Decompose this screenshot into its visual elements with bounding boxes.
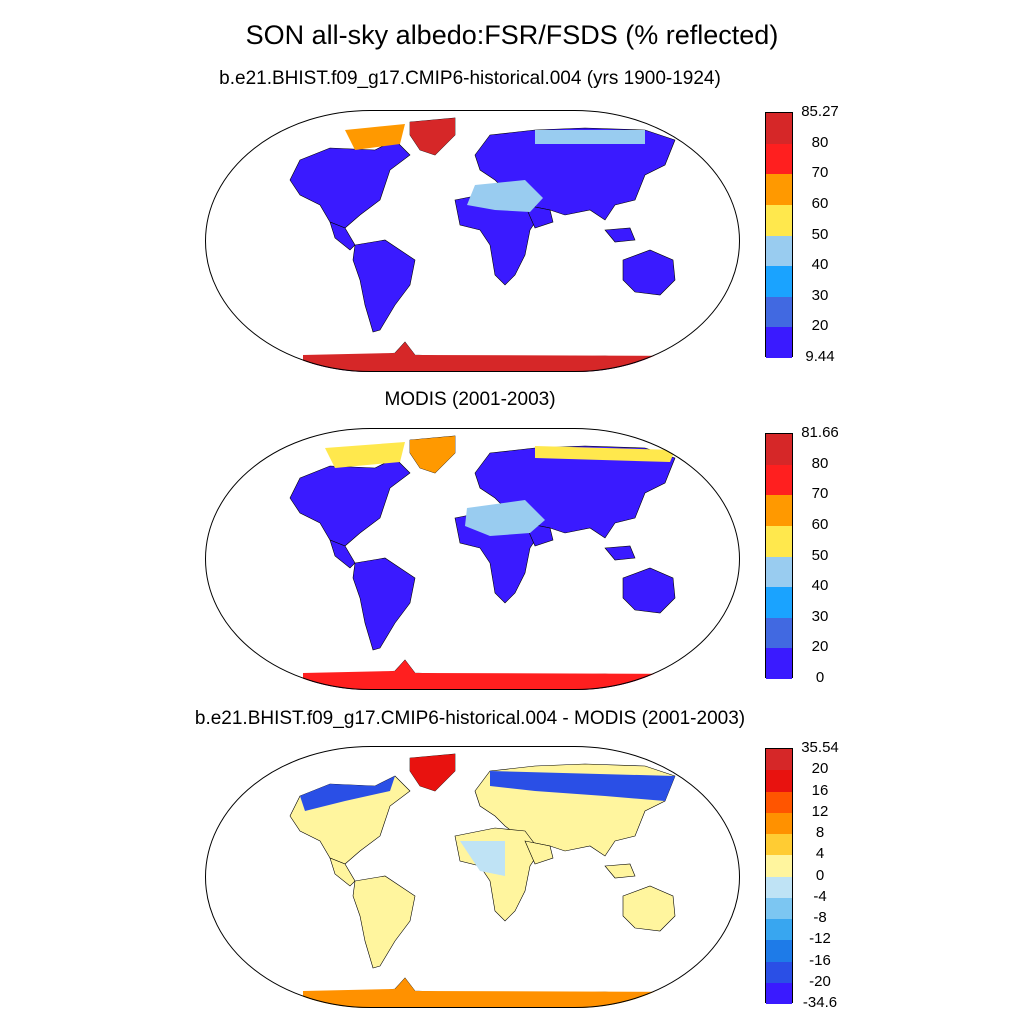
colorbar-segment [766,587,792,618]
colorbar-segment [766,235,792,267]
panel3-colorbar [765,748,793,1004]
colorbar-tick-label: 70 [811,485,829,503]
map-outline [205,746,740,1008]
panel3-subtitle: b.e21.BHIST.f09_g17.CMIP6-historical.004… [194,708,746,729]
siberia-region [535,130,645,144]
colorbar-segment [766,648,792,679]
colorbar-segment [766,464,792,496]
colorbar-segment [766,556,792,588]
colorbar-segment [766,327,792,358]
colorbar-tick-label: 0 [815,669,825,686]
colorbar-segment [766,791,792,813]
colorbar-tick-label: 70 [811,164,829,182]
panel2-map [205,428,740,690]
colorbar-segment [766,495,792,526]
colorbar-tick-label: -20 [809,972,831,990]
colorbar-segment [766,434,792,465]
siberia-region [535,446,675,462]
colorbar-segment [766,961,792,983]
greenland [410,118,455,155]
colorbar-tick-label: 16 [811,781,829,799]
colorbar-segment [766,749,792,771]
colorbar-segment [766,940,792,962]
colorbar-tick-label: 80 [811,133,829,151]
panel1-subtitle: b.e21.BHIST.f09_g17.CMIP6-historical.004… [219,68,721,89]
colorbar-segment [766,204,792,236]
colorbar-tick-label: 60 [811,515,829,533]
greenland [410,754,455,791]
africa-patch [460,841,505,876]
colorbar-tick-label: 8 [815,824,825,841]
map-outline [205,428,740,690]
colorbar-segment [766,919,792,941]
colorbar-tick-label: 20 [811,760,829,778]
colorbar-segment [766,296,792,328]
colorbar-tick-label: 35.54 [801,739,839,756]
colorbar-tick-label: 81.66 [801,424,839,441]
arctic-islands [325,442,405,468]
colorbar-tick-label: 4 [815,845,825,863]
sahara-region [465,500,545,536]
north-america-snow [300,776,395,811]
colorbar-segment [766,897,792,919]
colorbar-tick-label: 12 [811,802,829,820]
panel2-subtitle: MODIS (2001-2003) [384,389,556,410]
colorbar-tick-label: 20 [811,317,829,335]
colorbar-segment [766,855,792,877]
sahara-region [467,180,543,212]
arctic-islands [345,124,405,150]
colorbar-tick-label: 50 [811,225,829,243]
colorbar-tick-label: -4 [813,887,827,905]
colorbar-segment [766,174,792,205]
panel1-colorbar [765,112,793,358]
colorbar-tick-label: -8 [813,909,827,926]
colorbar-tick-label: 9.44 [805,348,835,365]
colorbar-tick-label: -34.6 [802,994,838,1011]
figure-title: SON all-sky albedo:FSR/FSDS (% reflected… [245,20,779,50]
eurasia-snow [490,771,675,801]
colorbar-tick-label: 40 [811,256,829,274]
colorbar-tick-label: 40 [811,577,829,595]
colorbar-tick-label: 60 [811,194,829,212]
colorbar-segment [766,525,792,557]
colorbar-segment [766,812,792,834]
colorbar-segment [766,113,792,144]
colorbar-tick-label: 20 [811,638,829,656]
colorbar-segment [766,834,792,856]
colorbar-segment [766,617,792,649]
panel2-colorbar [765,433,793,679]
colorbar-segment [766,876,792,898]
map-outline [205,110,740,372]
colorbar-tick-label: 0 [815,866,825,884]
colorbar-segment [766,982,792,1004]
colorbar-tick-label: -16 [809,951,831,969]
colorbar-tick-label: -12 [809,930,831,948]
panel1-map [205,110,740,372]
colorbar-tick-label: 85.27 [801,103,839,120]
colorbar-tick-label: 50 [811,546,829,564]
colorbar-segment [766,143,792,175]
greenland [410,436,455,473]
colorbar-tick-label: 30 [811,286,829,304]
colorbar-tick-label: 80 [811,454,829,472]
panel3-map [205,746,740,1008]
colorbar-segment [766,770,792,792]
colorbar-tick-label: 30 [811,607,829,625]
colorbar-segment [766,266,792,297]
